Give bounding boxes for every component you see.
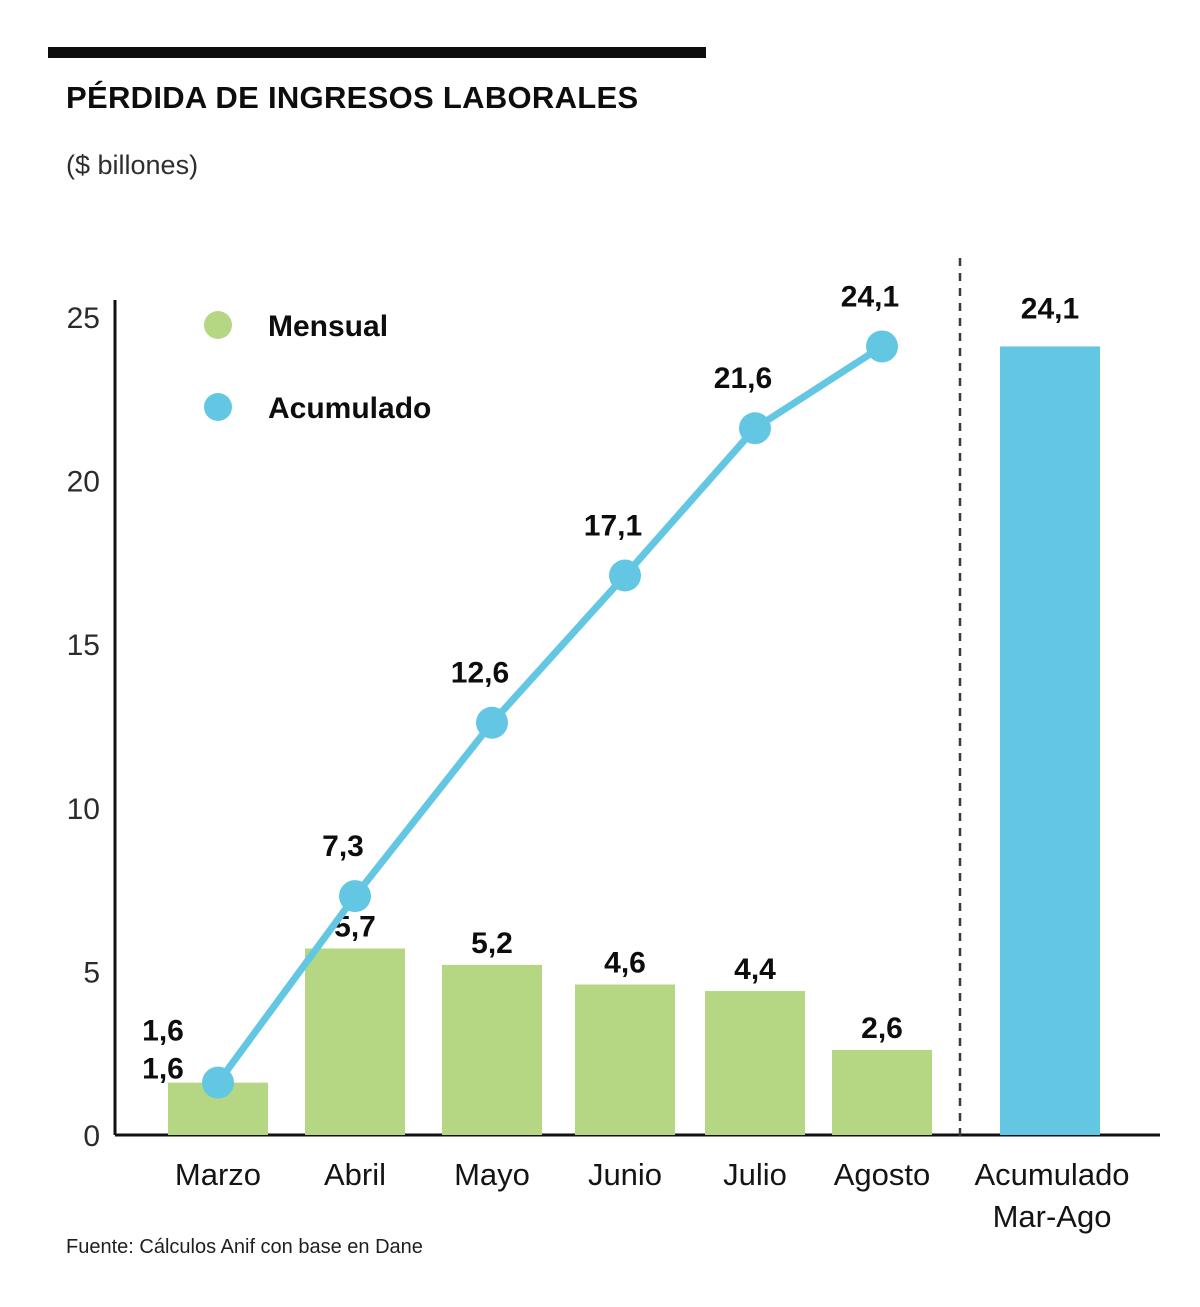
line-value-label: 12,6 xyxy=(451,657,509,690)
x-axis-category-label: Agosto xyxy=(834,1157,931,1192)
bar-value-label: 5,2 xyxy=(471,927,513,960)
y-axis-tick-label: 25 xyxy=(67,302,100,335)
x-axis-category-label: Mayo xyxy=(454,1157,530,1192)
acumulado-point-junio xyxy=(609,559,641,592)
line-value-label: 1,6 xyxy=(142,1015,184,1048)
title-rule xyxy=(48,47,706,58)
x-axis-category-label: Marzo xyxy=(175,1157,261,1192)
bar-mensual-julio xyxy=(705,991,805,1135)
chart-subtitle: ($ billones) xyxy=(66,150,199,180)
line-value-label: 24,1 xyxy=(841,280,899,313)
legend-label: Mensual xyxy=(268,310,388,343)
bar-value-label: 2,6 xyxy=(861,1012,903,1045)
acumulado-line xyxy=(214,342,886,1087)
x-axis-category-label: Acumulado xyxy=(974,1157,1129,1192)
x-axis-category-label: Mar-Ago xyxy=(993,1199,1112,1234)
bar-value-label: 4,4 xyxy=(734,953,776,986)
acumulado-point-marzo xyxy=(202,1066,234,1099)
x-axis-category-label: Abril xyxy=(324,1157,386,1192)
bar-value-label: 1,6 xyxy=(142,1053,184,1086)
bar-acumulado-total xyxy=(1000,346,1100,1135)
acumulado-point-abril xyxy=(339,880,371,913)
y-axis-tick-label: 0 xyxy=(83,1120,100,1153)
y-axis-tick-label: 5 xyxy=(83,956,100,989)
bar-mensual-abril xyxy=(305,948,405,1135)
y-axis-tick-label: 10 xyxy=(67,793,100,826)
line-value-label: 21,6 xyxy=(714,362,772,395)
line-value-label: 7,3 xyxy=(322,830,364,863)
x-axis-category-label: Junio xyxy=(588,1157,662,1192)
bar-mensual-agosto xyxy=(832,1049,932,1135)
legend-label: Acumulado xyxy=(268,392,431,425)
bar-value-label: 4,6 xyxy=(604,946,646,979)
acumulado-point-agosto xyxy=(866,330,898,363)
acumulado-point-mayo xyxy=(476,706,508,739)
legend-swatch-acumulado xyxy=(204,393,232,421)
accumulated-bar-value-label: 24,1 xyxy=(1021,292,1079,325)
y-axis-tick-label: 20 xyxy=(67,466,100,499)
source-note: Fuente: Cálculos Anif con base en Dane xyxy=(66,1236,423,1258)
legend-swatch-mensual xyxy=(204,311,232,339)
chart-title: PÉRDIDA DE INGRESOS LABORALES xyxy=(66,80,639,115)
y-axis-tick-label: 15 xyxy=(67,629,100,662)
bar-mensual-junio xyxy=(575,984,675,1135)
bar-mensual-mayo xyxy=(442,964,542,1135)
acumulado-point-julio xyxy=(739,412,771,445)
x-axis-category-label: Julio xyxy=(723,1157,787,1192)
line-value-label: 17,1 xyxy=(584,509,642,542)
